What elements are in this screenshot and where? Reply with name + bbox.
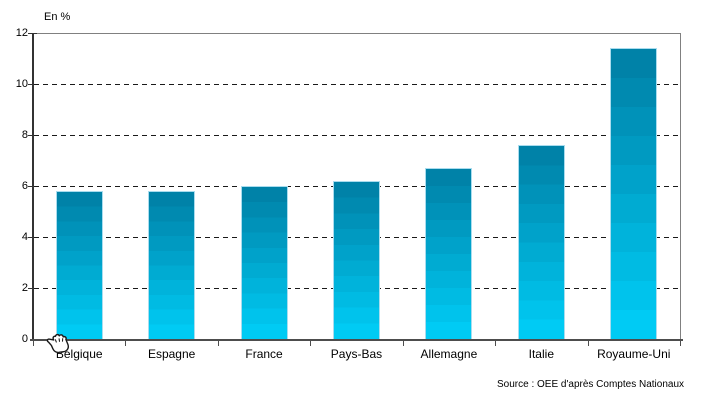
y-tick-label-0: 0 xyxy=(21,333,28,345)
y-tick-mark-6 xyxy=(28,186,37,187)
x-tick-label-royaume-uni: Royaume-Uni xyxy=(597,347,671,361)
x-tick-mark-0 xyxy=(33,341,34,346)
x-tick-label-pays-bas: Pays-Bas xyxy=(330,347,383,361)
y-tick-mark-10 xyxy=(28,84,37,85)
x-tick-mark-2 xyxy=(217,341,219,346)
y-tick-mark-8 xyxy=(28,135,37,136)
x-axis-line xyxy=(30,339,683,341)
x-tick-label-allemagne: Allemagne xyxy=(420,347,478,361)
x-tick-mark-1 xyxy=(125,341,127,346)
y-tick-label-6: 6 xyxy=(21,180,28,192)
category-column-allemagne xyxy=(403,33,495,339)
y-tick-label-2: 2 xyxy=(21,282,28,294)
bar-royaume-uni xyxy=(610,48,658,339)
plot-right-border xyxy=(680,33,681,340)
x-tick-mark-5 xyxy=(495,341,497,346)
x-tick-mark-4 xyxy=(402,341,404,346)
hand-cursor-icon xyxy=(46,333,69,354)
bar-italie xyxy=(517,145,565,339)
category-column-france xyxy=(218,33,310,339)
y-tick-mark-2 xyxy=(28,288,37,289)
plot-area xyxy=(33,33,680,339)
category-column-pays-bas xyxy=(310,33,402,339)
x-axis-labels: Belgique Espagne France Pays-Bas Allemagne It… xyxy=(33,347,680,361)
x-tick-mark-3 xyxy=(310,341,312,346)
y-tick-label-4: 4 xyxy=(21,231,28,243)
bar-pays-bas xyxy=(332,180,380,339)
bar-espagne xyxy=(148,191,196,339)
category-column-belgique xyxy=(33,33,125,339)
x-tick-label-espagne: Espagne xyxy=(147,347,196,361)
category-column-italie xyxy=(495,33,587,339)
y-axis-unit-label: En % xyxy=(44,11,71,23)
y-axis-line xyxy=(32,33,34,341)
bar-belgique xyxy=(55,191,103,339)
y-tick-label-12: 12 xyxy=(15,27,28,39)
x-tick-label-belgique: Belgique xyxy=(55,347,103,361)
gridline-10 xyxy=(34,84,680,85)
bars-layer xyxy=(33,33,680,339)
x-tick-mark-7 xyxy=(680,341,681,346)
category-column-royaume-uni xyxy=(588,33,680,339)
bar-france xyxy=(240,186,288,339)
x-tick-mark-6 xyxy=(587,341,589,346)
gridline-8 xyxy=(34,135,680,136)
plot-top-border xyxy=(33,33,681,34)
y-tick-label-8: 8 xyxy=(21,129,28,141)
category-column-espagne xyxy=(125,33,217,339)
x-tick-label-france: France xyxy=(245,347,283,361)
y-tick-mark-4 xyxy=(28,237,37,238)
source-caption: Source : OEE d'après Comptes Nationaux xyxy=(497,379,685,390)
x-tick-label-italie: Italie xyxy=(528,347,554,361)
bar-allemagne xyxy=(425,168,473,339)
y-tick-label-10: 10 xyxy=(15,78,28,90)
y-tick-mark-12 xyxy=(28,33,37,34)
